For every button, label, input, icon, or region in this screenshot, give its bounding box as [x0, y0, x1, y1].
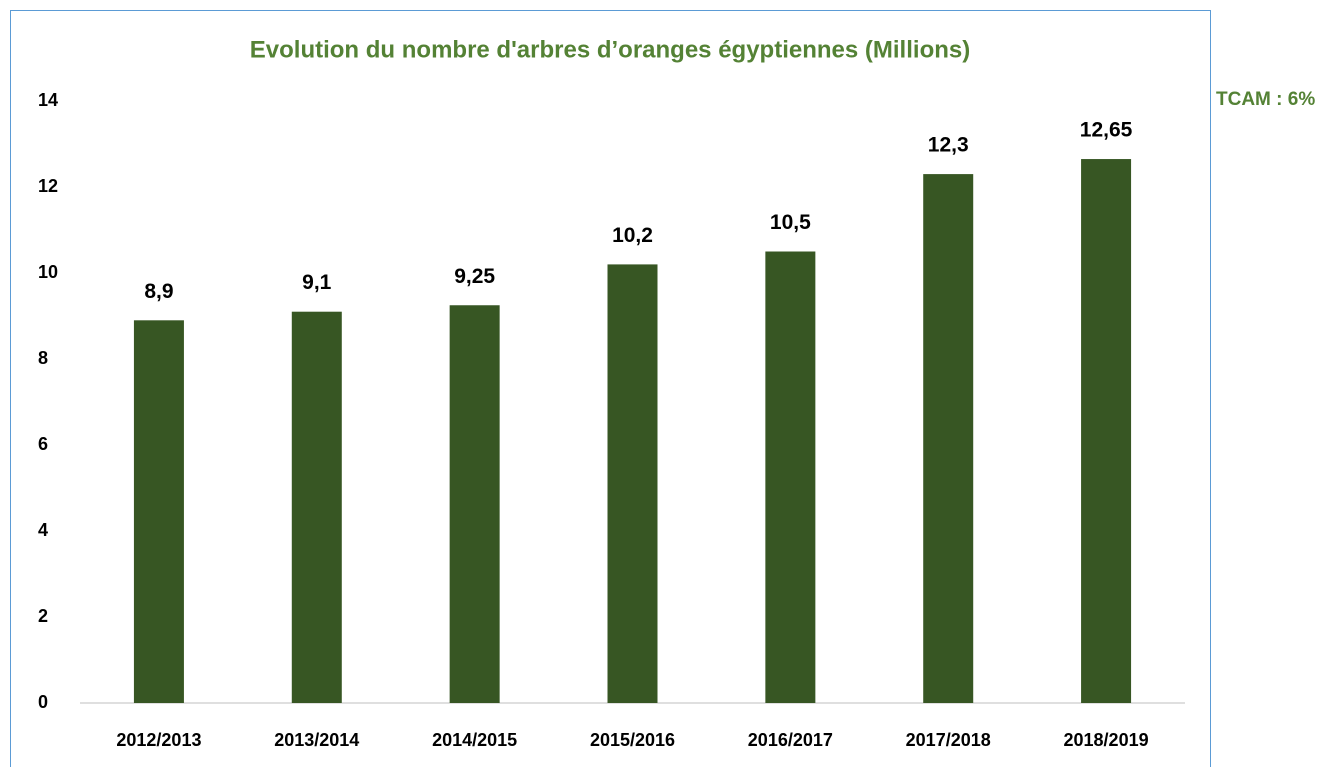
data-label: 10,2 — [612, 224, 653, 247]
data-label: 9,25 — [454, 265, 495, 288]
y-tick-label: 14 — [38, 90, 58, 110]
data-label: 8,9 — [144, 280, 173, 303]
bar — [765, 251, 816, 703]
x-tick-label: 2014/2015 — [432, 730, 517, 750]
bar — [291, 311, 342, 703]
y-tick-label: 10 — [38, 262, 58, 282]
y-tick-label: 2 — [38, 606, 48, 626]
bar — [923, 174, 974, 704]
x-tick-label: 2016/2017 — [748, 730, 833, 750]
x-tick-label: 2012/2013 — [116, 730, 201, 750]
y-tick-label: 12 — [38, 176, 58, 196]
y-tick-label: 6 — [38, 434, 48, 454]
data-label: 12,65 — [1080, 119, 1133, 142]
x-tick-label: 2015/2016 — [590, 730, 675, 750]
bar — [1081, 159, 1132, 704]
bar — [133, 320, 184, 703]
x-tick-label: 2017/2018 — [906, 730, 991, 750]
y-tick-label: 0 — [38, 692, 48, 712]
y-tick-label: 4 — [38, 520, 48, 540]
bar — [607, 264, 658, 703]
data-label: 10,5 — [770, 211, 811, 234]
data-label: 12,3 — [928, 134, 969, 157]
chart-title: Evolution du nombre d'arbres d’oranges é… — [250, 36, 970, 63]
x-tick-label: 2018/2019 — [1064, 730, 1149, 750]
data-label: 9,1 — [302, 271, 332, 294]
y-tick-label: 8 — [38, 348, 48, 368]
x-tick-label: 2013/2014 — [274, 730, 359, 750]
bar — [449, 305, 500, 703]
annotation: TCAM : 6% — [1216, 89, 1315, 110]
